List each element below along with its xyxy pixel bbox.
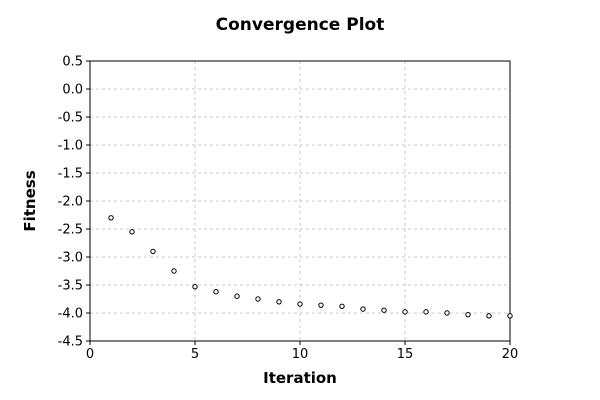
data-point <box>465 311 471 318</box>
data-point <box>255 296 261 302</box>
y-tick-label: -4.5 <box>58 335 83 350</box>
x-axis-label: Iteration <box>263 369 337 387</box>
x-tick-label: 20 <box>502 347 519 362</box>
data-point <box>150 248 156 255</box>
y-tick-label: -2.5 <box>58 223 83 238</box>
x-tick-label: 10 <box>292 347 309 362</box>
data-point <box>192 283 198 290</box>
y-tick-label: -2.0 <box>58 195 83 210</box>
data-point <box>297 301 303 307</box>
chart-title: Convergence Plot <box>216 15 385 35</box>
data-point <box>381 307 387 313</box>
data-points <box>108 215 513 319</box>
data-point <box>213 289 219 295</box>
x-tick-label: 0 <box>86 347 94 362</box>
x-tick-label: 15 <box>397 347 414 362</box>
axis-ticks: 0 5 10 15 20 0.5 0.0 -0.5 -1.0 -1.5 -2.0 -2.5 -3.0 -3… <box>58 55 519 363</box>
y-tick-label: -1.0 <box>58 139 83 154</box>
data-point <box>108 215 114 221</box>
data-point <box>360 306 366 312</box>
x-tick-label: 5 <box>191 347 199 362</box>
data-point <box>171 268 177 274</box>
y-tick-label: 0.0 <box>62 83 83 98</box>
data-point <box>444 310 450 316</box>
grid-lines <box>90 61 510 341</box>
data-point <box>486 313 492 319</box>
y-tick-label: 0.5 <box>62 55 83 70</box>
y-tick-label: -3.5 <box>58 279 83 294</box>
data-point <box>402 309 408 315</box>
data-point <box>234 293 240 299</box>
y-axis-label: Fitness <box>21 170 39 231</box>
data-point <box>318 302 324 308</box>
y-tick-label: -3.0 <box>58 251 83 266</box>
y-tick-label: -0.5 <box>58 111 83 126</box>
data-point <box>423 309 429 315</box>
data-point <box>129 229 135 235</box>
data-point <box>276 299 282 305</box>
data-point <box>339 303 345 309</box>
y-tick-label: -1.5 <box>58 167 83 182</box>
data-point <box>507 313 513 319</box>
y-tick-label: -4.0 <box>58 307 83 322</box>
